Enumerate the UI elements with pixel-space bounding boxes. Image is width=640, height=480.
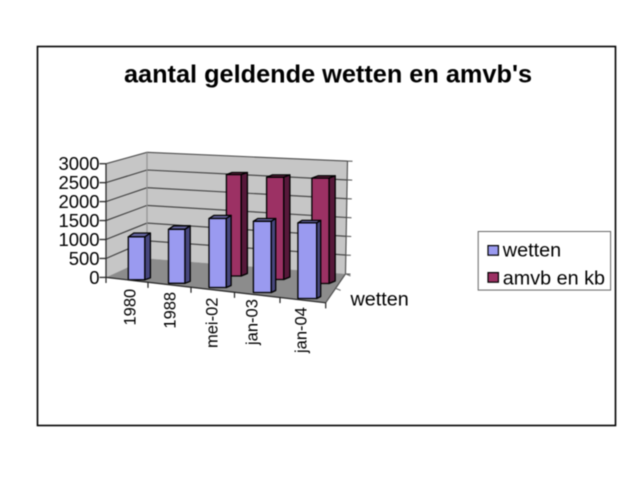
svg-text:1500: 1500 — [58, 210, 99, 231]
svg-text:wetten: wetten — [502, 239, 561, 261]
svg-text:amvb en kb: amvb en kb — [503, 267, 605, 289]
svg-text:500: 500 — [69, 248, 100, 269]
svg-text:mei-02: mei-02 — [204, 298, 222, 348]
svg-text:1000: 1000 — [58, 229, 99, 250]
svg-text:2000: 2000 — [58, 191, 99, 212]
svg-text:1988: 1988 — [162, 292, 180, 329]
svg-text:wetten: wetten — [350, 288, 409, 310]
svg-text:jan-03: jan-03 — [244, 299, 262, 346]
svg-text:1980: 1980 — [121, 289, 139, 326]
svg-text:jan-04: jan-04 — [292, 307, 310, 354]
svg-text:0: 0 — [89, 267, 99, 288]
svg-text:3000: 3000 — [58, 153, 99, 174]
svg-text:aantal geldende wetten en amvb: aantal geldende wetten en amvb's — [124, 61, 532, 89]
svg-text:2500: 2500 — [58, 172, 99, 193]
